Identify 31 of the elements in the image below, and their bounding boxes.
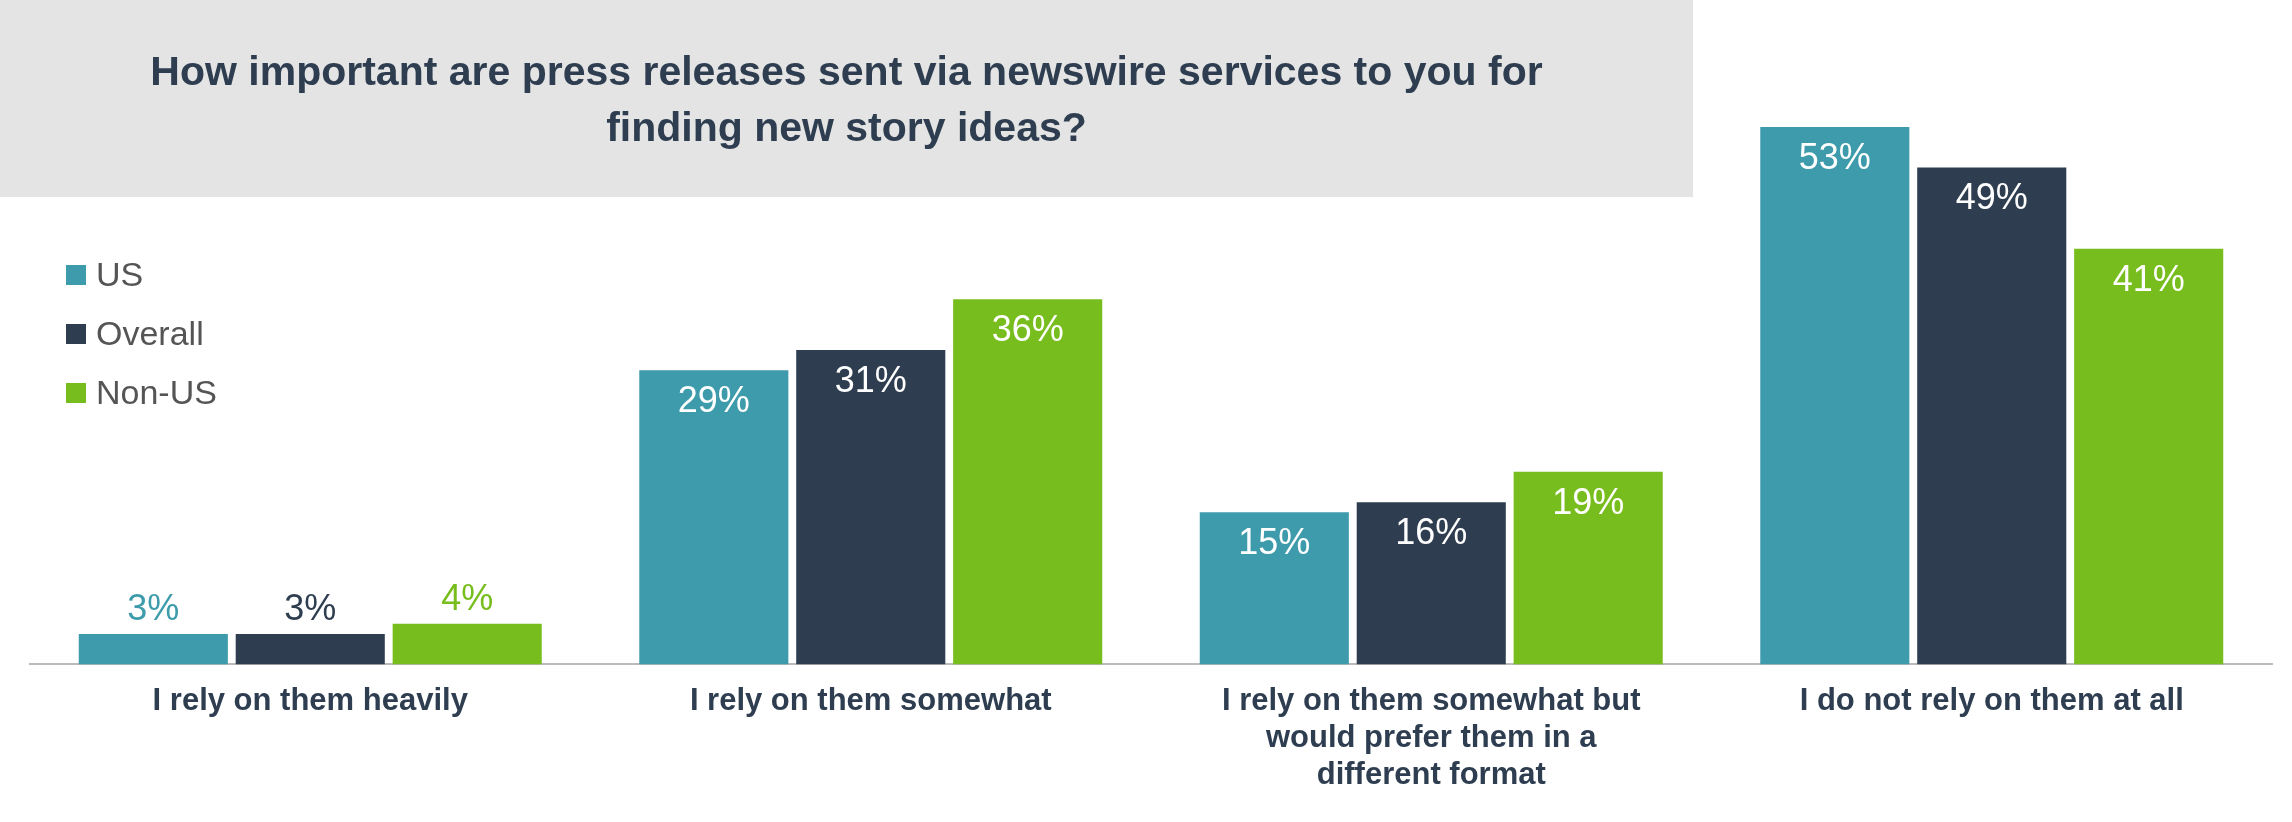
bar	[1917, 167, 2067, 665]
data-label: 3%	[127, 586, 180, 628]
data-label: 19%	[1552, 480, 1625, 522]
x-tick-label: I rely on them somewhat but would prefer them in a different format	[1221, 681, 1641, 791]
bar	[1760, 126, 1910, 665]
data-label: 15%	[1238, 521, 1311, 563]
legend-label: Non-US	[96, 373, 217, 412]
bar	[1513, 471, 1663, 665]
x-tick-label: I rely on them somewhat	[689, 681, 1052, 717]
data-label: 49%	[1955, 176, 2028, 218]
bar	[78, 633, 228, 665]
data-label: 3%	[284, 586, 337, 628]
data-label: 31%	[834, 358, 907, 400]
data-label: 4%	[441, 576, 494, 618]
data-label: 29%	[677, 379, 750, 421]
x-tick-label: I rely on them heavily	[152, 681, 469, 717]
legend-label: Overall	[96, 314, 204, 353]
x-tick-label: I do not rely on them at all	[1799, 681, 2184, 717]
legend-label: US	[96, 255, 144, 294]
bar	[639, 370, 789, 665]
data-label: 53%	[1798, 135, 1871, 177]
data-label: 36%	[991, 308, 1064, 350]
bar	[953, 299, 1103, 665]
data-label: 41%	[2112, 257, 2185, 299]
bar	[392, 623, 542, 665]
bar	[2074, 248, 2224, 665]
bar	[796, 350, 946, 665]
bar	[1199, 512, 1349, 665]
bar	[1356, 502, 1506, 665]
data-label: 16%	[1395, 511, 1468, 553]
bar	[235, 633, 385, 665]
